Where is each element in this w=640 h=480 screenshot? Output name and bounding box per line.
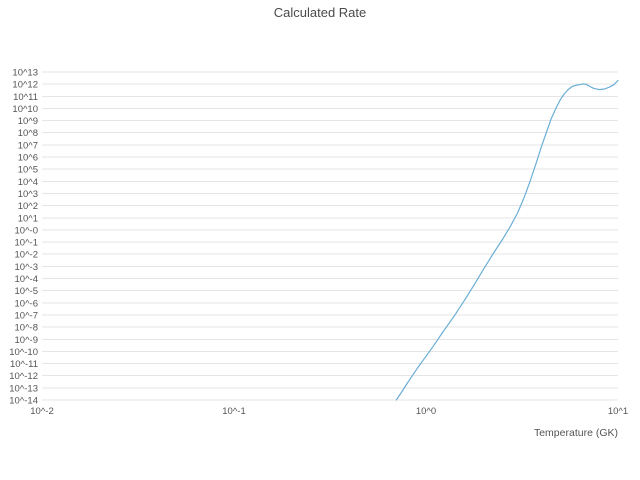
y-tick-label: 10^-12 (9, 371, 38, 382)
x-tick-label: 10^1 (608, 406, 628, 417)
y-tick-label: 10^-8 (15, 323, 38, 334)
y-tick-label: 10^-11 (10, 359, 38, 370)
y-tick-label: 10^-9 (15, 335, 38, 346)
y-tick-label: 10^7 (18, 140, 38, 151)
y-tick-label: 10^6 (18, 153, 38, 164)
y-tick-label: 10^-14 (9, 396, 38, 407)
y-tick-label: 10^9 (18, 116, 38, 127)
y-tick-label: 10^-3 (15, 262, 38, 273)
y-tick-label: 10^-13 (9, 383, 38, 394)
y-tick-label: 10^-2 (15, 250, 38, 261)
x-tick-label: 10^-1 (222, 406, 245, 417)
y-tick-label: 10^1 (18, 213, 38, 224)
y-tick-label: 10^13 (12, 68, 38, 79)
y-tick-label: 10^-10 (9, 347, 38, 358)
x-axis-title: Temperature (GK) (534, 427, 618, 439)
y-tick-label: 10^-7 (15, 310, 38, 321)
y-tick-label: 10^-0 (15, 225, 38, 236)
grid-lines (42, 71, 618, 401)
y-tick-label: 10^-1 (15, 238, 38, 249)
y-tick-label: 10^-4 (15, 274, 38, 285)
y-tick-label: 10^-6 (15, 298, 38, 309)
y-tick-label: 10^10 (12, 104, 38, 115)
y-tick-label: 10^8 (18, 128, 38, 139)
x-axis-tick-labels: 10^-2 10^-1 10^0 10^1 (30, 406, 628, 417)
rate-curve (395, 79, 619, 401)
y-tick-label: 10^12 (12, 80, 38, 91)
x-tick-label: 10^0 (416, 406, 436, 417)
y-tick-label: 10^5 (18, 165, 38, 176)
y-tick-label: 10^2 (18, 201, 38, 212)
x-tick-label: 10^-2 (30, 406, 53, 417)
y-tick-label: 10^11 (13, 92, 38, 103)
y-tick-label: 10^3 (18, 189, 38, 200)
chart-title: Calculated Rate (274, 5, 367, 20)
y-tick-label: 10^-5 (15, 286, 38, 297)
y-tick-label: 10^4 (18, 177, 38, 188)
